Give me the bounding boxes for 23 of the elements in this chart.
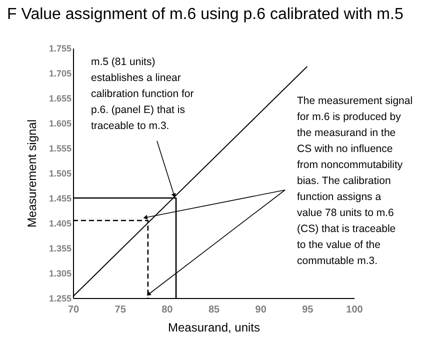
y-tick-label: 1.505 [48, 168, 72, 178]
x-tick-label: 85 [208, 304, 220, 316]
x-tick-label: 95 [302, 304, 314, 316]
y-tick-label: 1.405 [48, 218, 72, 228]
chart-title: F Value assignment of m.6 using p.6 calibrated with m.5 [7, 6, 404, 23]
y-tick-label: 1.605 [48, 118, 72, 128]
x-tick-label: 100 [346, 304, 364, 316]
y-axis-title: Measurement signal [24, 119, 39, 228]
y-tick-label: 1.355 [48, 244, 72, 254]
y-tick-label: 1.255 [48, 294, 72, 304]
y-tick-label: 1.305 [48, 268, 72, 278]
x-tick-label: 75 [114, 304, 126, 316]
x-tick-label: 70 [68, 304, 80, 316]
text: The measurement signal for m.6 is produced by the measurand in the CS with no influence from noncommutability bias. The calibration function assigns a value 78 units to m.6 (CS) that is traceable to the value of the commutable m.3. [297, 95, 413, 267]
annotation: m.5 (81 units) establishes a linear calibration function for p.6. (panel E) that is traceable to m.3. [91, 56, 194, 132]
x-tick-label: 90 [255, 304, 267, 316]
y-tick-label: 1.655 [48, 94, 72, 104]
y-tick-label: 1.705 [48, 68, 72, 78]
y-tick-label: 1.755 [48, 44, 72, 54]
y-tick-label: 1.555 [48, 144, 72, 154]
x-axis-title: Measurand, units [168, 320, 260, 334]
x-tick-label: 80 [162, 304, 174, 316]
y-tick-label: 1.455 [48, 194, 72, 204]
